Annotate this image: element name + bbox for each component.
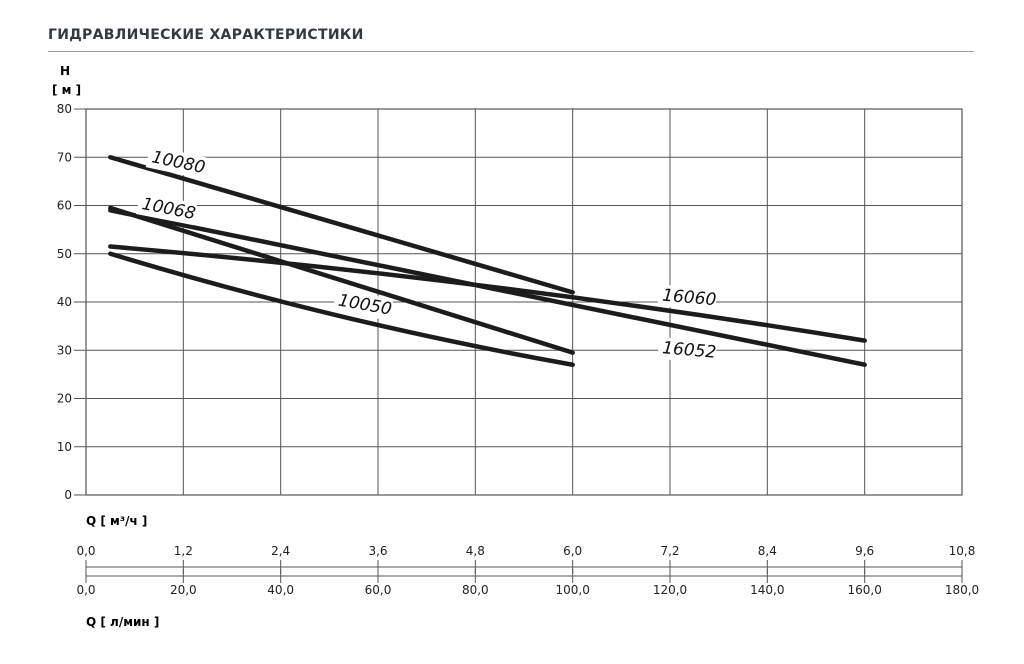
y-tick-label: 20 [57,392,72,406]
curve-label-background [136,192,198,226]
x-primary-tick-label: 7,2 [660,544,679,558]
y-tick-label: 50 [57,247,72,261]
curve-label-background [657,284,718,312]
y-tick-label: 80 [57,102,72,116]
page-title: ГИДРАВЛИЧЕСКИЕ ХАРАКТЕРИСТИКИ [48,27,364,43]
x-secondary-tick-label: 120,0 [653,583,687,597]
curve-16052 [108,208,867,367]
x-secondary-tick-label: 80,0 [462,583,489,597]
x-primary-tick-label: 1,2 [174,544,193,558]
x-axis-primary-label: Q [ м³/ч ] [86,514,147,528]
curve-label-background [145,145,208,180]
y-tick-label: 10 [57,440,72,454]
y-tick-label: 40 [57,295,72,309]
x-secondary-tick-label: 0,0 [76,583,95,597]
x-primary-tick-label: 9,6 [855,544,874,558]
y-tick-label: 0 [64,488,72,502]
x-secondary-tick-label: 100,0 [555,583,589,597]
plot-grid [85,108,963,496]
curve-label-background [657,336,718,364]
x-secondary-tick-label: 40,0 [267,583,294,597]
x-primary-tick-label: 2,4 [271,544,290,558]
x-secondary-tick-label: 20,0 [170,583,197,597]
x-primary-tick-label: 0,0 [76,544,95,558]
curve-label-16060: 16060 [661,286,717,311]
y-axis-ticks: 0 10 20 30 40 50 60 70 80 [57,102,86,502]
y-axis-label-symbol: H [60,64,70,78]
x-axis-primary: 0,0 1,2 2,4 3,6 4,8 6,0 7,2 8,4 9,6 10,8 [76,544,975,574]
x-primary-tick-label: 8,4 [758,544,777,558]
x-secondary-tick-label: 160,0 [847,583,881,597]
x-secondary-tick-label: 140,0 [750,583,784,597]
x-axis-secondary: 0,0 20,0 40,0 60,0 80,0 100,0 120,0 140,0 160,0 1… [76,569,979,597]
x-primary-tick-label: 3,6 [368,544,387,558]
title-divider [48,51,974,52]
curve-label-background [332,288,394,321]
curves [108,155,867,367]
x-primary-tick-label: 6,0 [563,544,582,558]
y-axis-label-unit: [ м ] [52,83,81,97]
curve-10050 [108,251,575,367]
y-tick-label: 60 [57,199,72,213]
curve-10068 [108,205,575,355]
y-tick-label: 30 [57,343,72,357]
x-secondary-tick-label: 60,0 [365,583,392,597]
x-axis-secondary-label: Q [ л/мин ] [86,615,159,629]
x-secondary-tick-label: 180,0 [945,583,979,597]
curve-label-16052: 16052 [661,338,717,363]
curve-10080 [108,155,575,295]
x-primary-tick-label: 4,8 [466,544,485,558]
x-primary-tick-label: 10,8 [949,544,976,558]
y-tick-label: 70 [57,150,72,164]
